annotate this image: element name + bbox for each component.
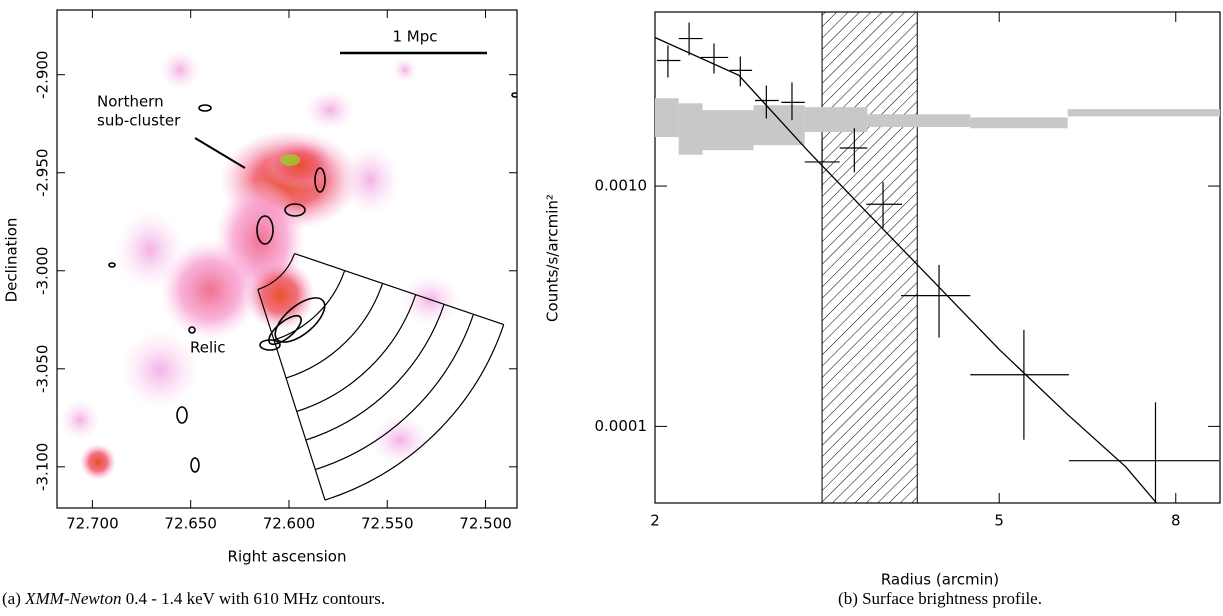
sector-arc (257, 253, 296, 291)
sector-arc (315, 314, 475, 471)
x-tick-label: 72.550 (361, 515, 414, 533)
annotation: Northern (97, 93, 164, 111)
y-axis-label: Declination (3, 218, 21, 303)
plot-area (655, 12, 1220, 503)
y-tick-label: -2.900 (34, 51, 52, 99)
caption-rest: 0.4 - 1.4 keV with 610 MHz contours. (126, 589, 385, 608)
x-tick-label: 72.500 (459, 515, 512, 533)
background-band (804, 107, 868, 132)
annotation: Relic (190, 339, 226, 357)
caption-italic: XMM-Newton (24, 589, 121, 608)
background-band (702, 110, 754, 151)
y-axis-label: Counts/s/arcmin² (544, 194, 562, 322)
y-tick-label: -3.050 (34, 345, 52, 393)
x-axis-label: Radius (arcmin) (881, 571, 999, 589)
sector-arc (285, 283, 384, 379)
sector-arc (324, 324, 505, 501)
excluded-region (821, 12, 918, 503)
sector-edge (294, 252, 504, 326)
x-tick-label: 5 (994, 512, 1004, 530)
pointer (194, 137, 246, 169)
y-tick-label: -2.950 (34, 149, 52, 197)
sector-arc (296, 294, 417, 413)
y-tick-label: -3.000 (34, 247, 52, 295)
x-axis-label: Right ascension (228, 548, 347, 566)
x-tick-label: 2 (650, 512, 660, 530)
caption: (b) Surface brightness profile. (838, 589, 1042, 608)
x-tick-label: 8 (1171, 512, 1181, 530)
frame-b (654, 11, 1221, 504)
y-tick-label: 0.0001 (595, 417, 648, 435)
background-band (867, 114, 971, 128)
background-band (655, 98, 679, 138)
xray-image (60, 50, 517, 501)
frame-a (56, 9, 518, 509)
annotation: sub-cluster (97, 112, 181, 130)
sector-arc (273, 270, 346, 341)
background-band (1067, 109, 1220, 117)
background-band (970, 117, 1068, 129)
x-tick-label: 72.600 (263, 515, 316, 533)
caption: (a) XMM-Newton 0.4 - 1.4 keV with 610 MH… (2, 589, 385, 608)
x-tick-label: 72.650 (164, 515, 217, 533)
background-band (678, 103, 703, 155)
annotation: 1 Mpc (392, 28, 437, 46)
x-tick-label: 72.700 (66, 515, 119, 533)
caption-label: (a) (2, 589, 21, 608)
sector-arc (305, 304, 445, 441)
y-tick-label: 0.0010 (595, 177, 648, 195)
sector-edge (257, 289, 326, 501)
y-tick-label: -3.100 (34, 443, 52, 491)
